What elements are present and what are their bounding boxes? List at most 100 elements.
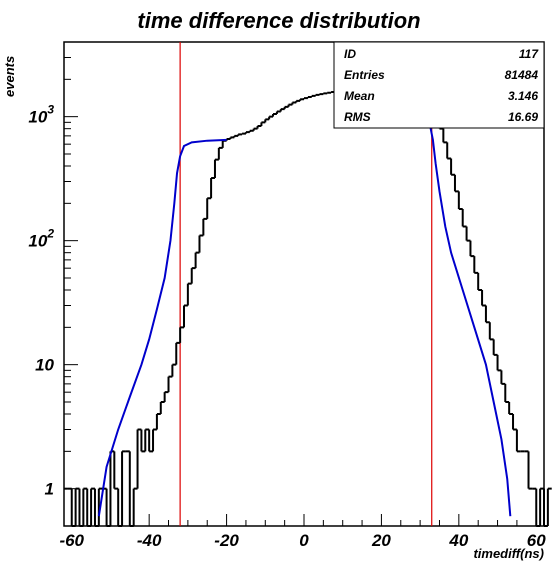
- histogram-bin: [152, 428, 157, 452]
- histogram-bin: [268, 115, 274, 120]
- histogram-bin: [442, 128, 448, 144]
- histogram-bin: [272, 113, 277, 117]
- histogram-bin: [318, 93, 324, 96]
- histogram-bin: [275, 110, 281, 115]
- histogram-bin: [186, 282, 192, 306]
- histogram-bin: [171, 363, 177, 377]
- histogram-bin: [248, 129, 254, 133]
- histogram-bin: [202, 217, 208, 236]
- histogram-bin: [500, 370, 506, 385]
- stats-label: ID: [344, 47, 356, 61]
- histogram-bin: [264, 118, 270, 123]
- histogram-bin: [225, 138, 231, 141]
- histogram-bin: [241, 132, 246, 135]
- histogram-bin: [237, 133, 243, 136]
- stats-label: Entries: [344, 68, 385, 82]
- histogram-bin: [155, 413, 161, 430]
- histogram-bin: [183, 304, 188, 328]
- histogram-bin: [287, 103, 293, 107]
- histogram-bin: [283, 105, 289, 110]
- histogram-bin: [194, 251, 200, 269]
- histogram-bin: [310, 94, 316, 98]
- histogram-bin: [233, 134, 239, 138]
- histogram-bin: [179, 326, 184, 343]
- y-tick-label: 102: [28, 227, 54, 251]
- histogram-bin: [488, 322, 494, 341]
- histogram-bin: [213, 158, 219, 179]
- y-tick-label: 10: [35, 356, 54, 375]
- histogram-bin: [121, 450, 126, 526]
- x-tick-label: -20: [214, 531, 239, 550]
- histogram-bin: [546, 487, 552, 526]
- histogram-bin: [496, 354, 502, 372]
- histogram-bin: [465, 226, 471, 242]
- x-axis-label: timediff(ns): [473, 546, 544, 561]
- x-tick-label: 0: [299, 531, 309, 550]
- histogram-bin: [221, 139, 227, 148]
- histogram-bin: [279, 108, 285, 112]
- chart-title: time difference distribution: [137, 8, 421, 33]
- x-tick-label: 60: [527, 531, 546, 550]
- x-tick-label: -60: [59, 531, 84, 550]
- x-tick-label: 40: [448, 531, 468, 550]
- fit-curve-left: [97, 138, 227, 517]
- histogram-bin: [299, 98, 304, 101]
- histogram-bin: [291, 101, 297, 105]
- histogram-bin: [446, 142, 452, 160]
- histogram-bin: [260, 121, 266, 127]
- histogram-bin: [167, 375, 173, 393]
- histogram-bin: [492, 339, 498, 356]
- x-tick-label: -40: [137, 531, 162, 550]
- histogram-bin: [457, 191, 463, 211]
- histogram-bin: [453, 174, 459, 193]
- histogram-bin: [303, 97, 308, 100]
- histogram-bin: [306, 96, 312, 99]
- histogram-bin: [252, 127, 258, 131]
- histogram-bin: [326, 91, 332, 94]
- stats-label: Mean: [344, 89, 375, 103]
- y-axis-label: events: [2, 56, 17, 97]
- histogram-bin: [469, 240, 475, 258]
- histogram-bin: [97, 487, 103, 526]
- histogram-bin: [206, 197, 212, 219]
- histogram-bin: [450, 158, 455, 176]
- stats-box: [333, 41, 545, 129]
- histogram-bin: [256, 125, 262, 129]
- histogram-bin: [508, 401, 514, 416]
- histogram-bin: [217, 146, 223, 160]
- histogram-bin: [504, 383, 510, 403]
- x-tick-label: 20: [371, 531, 391, 550]
- histogram-bin: [484, 305, 490, 324]
- stats-value: 117: [519, 47, 539, 61]
- histogram-bin: [515, 429, 521, 453]
- stats-value: 16.69: [508, 110, 538, 124]
- histogram-bin: [527, 451, 533, 490]
- stats-label: RMS: [344, 110, 371, 124]
- histogram-bin: [132, 487, 138, 526]
- y-tick-label: 1: [45, 480, 54, 499]
- histogram-bin: [190, 267, 196, 284]
- histogram-bin: [512, 414, 517, 431]
- histogram-bin: [210, 177, 215, 199]
- histogram-bin: [477, 272, 483, 292]
- histogram-bin: [148, 429, 154, 453]
- histogram-bin: [175, 341, 181, 365]
- histogram-bin: [140, 429, 146, 453]
- fit-curve-right: [381, 114, 512, 517]
- histogram-bin: [229, 136, 235, 140]
- histogram-bin: [481, 290, 486, 307]
- histogram-bin: [113, 451, 119, 490]
- histogram-bin: [198, 234, 204, 253]
- histogram-bin: [244, 131, 250, 134]
- y-tick-label: 103: [28, 103, 54, 127]
- histogram-bin: [314, 93, 320, 96]
- histogram-bin: [295, 99, 301, 103]
- histogram-bin: [461, 209, 467, 228]
- stats-value: 3.146: [508, 89, 538, 103]
- histogram-bin: [163, 391, 169, 402]
- histogram-bin: [322, 92, 328, 95]
- histogram-bin: [473, 256, 479, 274]
- stats-value: 81484: [505, 68, 539, 82]
- histogram-bin: [159, 400, 165, 415]
